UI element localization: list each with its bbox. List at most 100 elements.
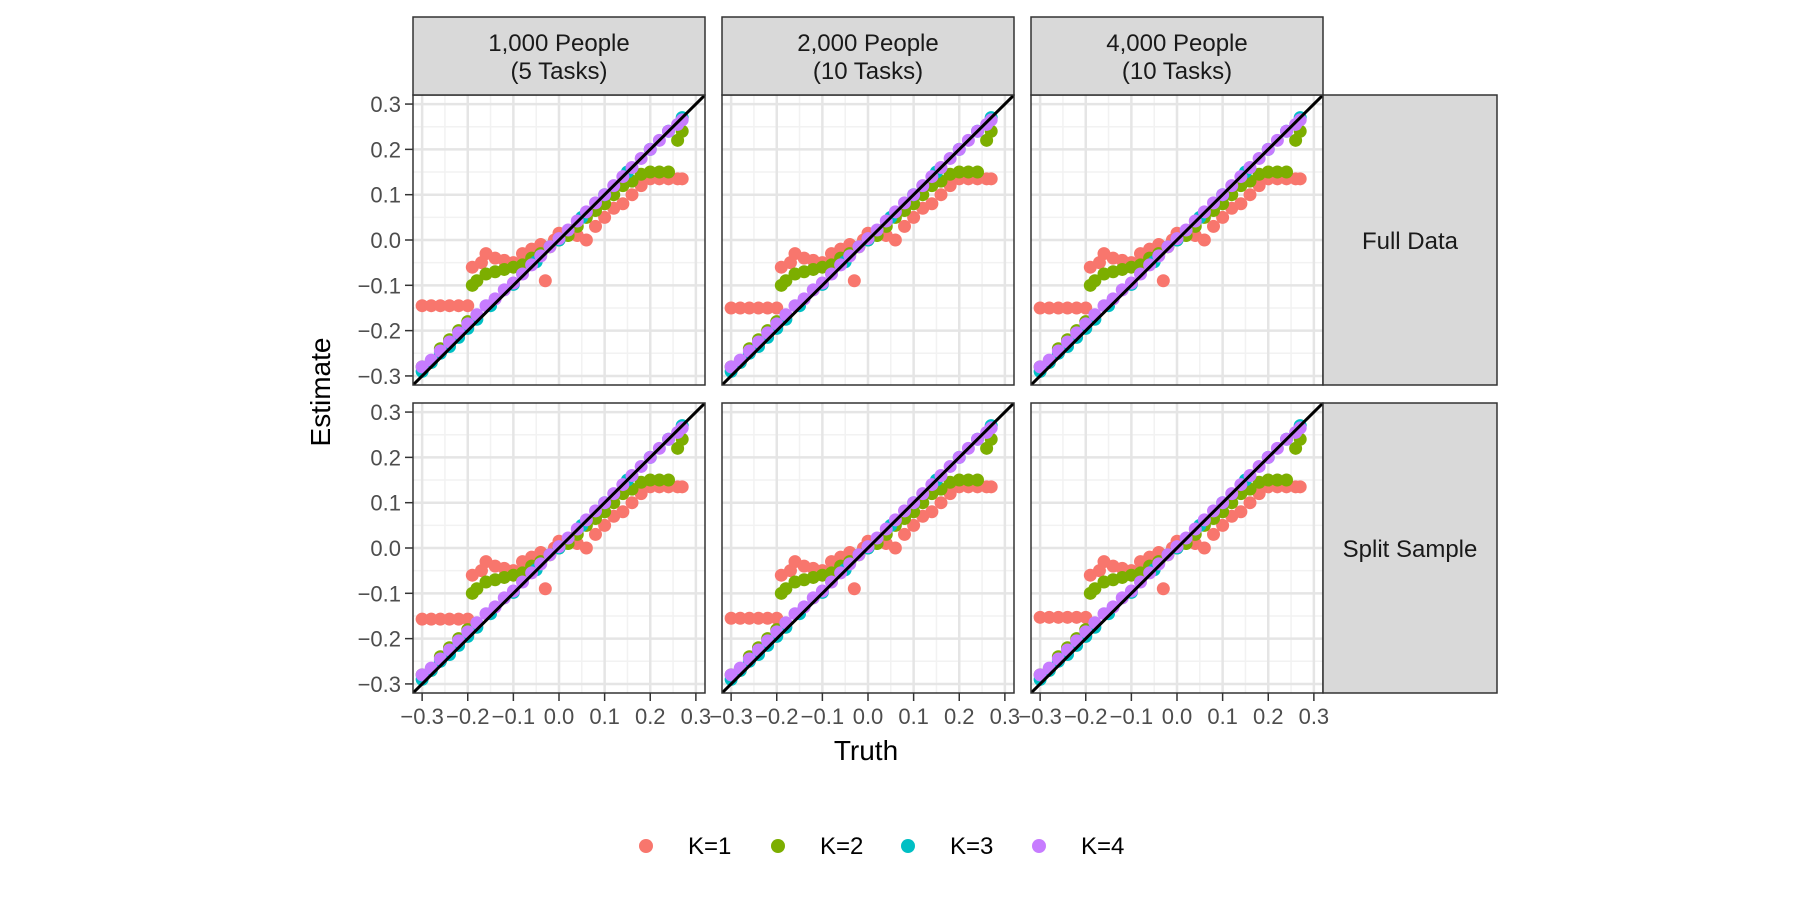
point-k4: [675, 113, 689, 127]
point-k2: [470, 582, 484, 596]
y-axis-label: Estimate: [305, 338, 336, 447]
x-tick-label: 0.3: [681, 704, 712, 729]
column-strip-label: 2,000 People: [797, 30, 938, 57]
point-k1: [589, 219, 602, 233]
point-k4: [525, 566, 539, 580]
point-k4: [984, 421, 998, 435]
point-k2: [1088, 274, 1102, 288]
x-tick-label: −0.1: [492, 704, 535, 729]
column-strip-label: (10 Tasks): [1122, 58, 1232, 85]
legend-item-k3: K=3: [901, 833, 993, 860]
point-k1: [733, 301, 747, 315]
point-k1: [1033, 301, 1047, 315]
x-tick-label: 0.1: [589, 704, 620, 729]
identity-line: [1031, 403, 1323, 693]
point-k4: [843, 557, 857, 571]
point-k1: [761, 301, 775, 315]
legend-key: [1032, 839, 1046, 853]
point-k2: [652, 165, 666, 179]
panel-r1-c3: [1030, 94, 1324, 386]
point-k4: [525, 258, 539, 272]
point-k1: [433, 612, 447, 626]
point-k1: [443, 612, 456, 626]
point-k4: [815, 584, 829, 598]
point-k1: [579, 541, 593, 555]
y-tick-label: 0.2: [370, 137, 401, 162]
point-k4: [1293, 421, 1307, 435]
point-k4: [1033, 668, 1047, 682]
x-tick-label: −0.3: [709, 704, 752, 729]
point-k4: [675, 421, 689, 435]
y-tick-label: 0.1: [370, 183, 401, 208]
legend-key: [901, 839, 915, 853]
point-k2: [516, 258, 529, 272]
point-k1: [625, 496, 639, 510]
panel-r2-c3: [1030, 402, 1324, 694]
y-tick-label: 0.0: [370, 536, 401, 561]
point-k1: [589, 527, 602, 541]
x-tick-label: 0.3: [990, 704, 1021, 729]
y-tick-label: −0.2: [358, 319, 401, 344]
point-k4: [843, 249, 857, 263]
point-k4: [1033, 360, 1047, 374]
strips-layer: 1,000 People(5 Tasks) 2,000 People (10 Tas…: [412, 16, 1498, 694]
point-k1: [847, 274, 861, 288]
point-k1: [752, 301, 765, 315]
point-k4: [506, 276, 520, 290]
x-tick-label: −0.2: [755, 704, 798, 729]
point-k1: [1061, 301, 1074, 315]
point-k1: [742, 611, 756, 625]
y-tick-label: 0.3: [370, 92, 401, 117]
x-tick-label: −0.1: [801, 704, 844, 729]
point-k4: [516, 575, 529, 589]
column-strip-1: 1,000 People(5 Tasks): [412, 16, 706, 96]
point-k1: [415, 299, 429, 313]
x-tick-label: 0.0: [1162, 704, 1193, 729]
point-k1: [761, 611, 775, 625]
x-tick-label: −0.1: [1110, 704, 1153, 729]
point-k1: [984, 480, 998, 494]
point-k4: [1152, 249, 1166, 263]
panel-r2-c2: [721, 402, 1015, 694]
point-k4: [534, 557, 548, 571]
y-tick-label: −0.2: [358, 627, 401, 652]
point-k1: [1207, 527, 1220, 541]
y-tick-label: −0.1: [358, 581, 401, 606]
panel-r2-c1: [412, 402, 706, 694]
x-tick-label: 0.3: [1299, 704, 1330, 729]
point-k1: [888, 233, 902, 247]
point-k1: [452, 612, 466, 626]
point-k4: [834, 566, 848, 580]
point-k4: [825, 267, 838, 281]
point-k1: [433, 299, 447, 313]
point-k1: [1293, 480, 1307, 494]
point-k2: [952, 165, 966, 179]
point-k4: [724, 360, 738, 374]
point-k1: [1051, 301, 1065, 315]
point-k2: [779, 274, 793, 288]
point-k1: [1216, 210, 1230, 224]
point-k1: [742, 301, 756, 315]
y-tick-label: 0.2: [370, 445, 401, 470]
points-group: [413, 95, 705, 385]
point-k2: [1225, 496, 1239, 510]
point-k4: [1161, 240, 1175, 254]
point-k1: [907, 518, 921, 532]
point-k2: [825, 258, 838, 272]
identity-line: [413, 95, 705, 385]
legend-label: K=1: [688, 833, 731, 860]
y-tick-label: −0.3: [358, 672, 401, 697]
point-k1: [616, 505, 630, 519]
x-tick-label: 0.2: [944, 704, 975, 729]
legend-key: [771, 839, 785, 853]
point-k1: [1197, 233, 1211, 247]
row-strip-label: Full Data: [1362, 228, 1459, 255]
y-tick-label: −0.1: [358, 273, 401, 298]
x-tick-label: −0.2: [1064, 704, 1107, 729]
x-tick-label: 0.2: [635, 704, 666, 729]
point-k2: [516, 566, 529, 580]
y-tick-label: −0.3: [358, 364, 401, 389]
point-k2: [1280, 165, 1293, 179]
point-k4: [415, 360, 429, 374]
